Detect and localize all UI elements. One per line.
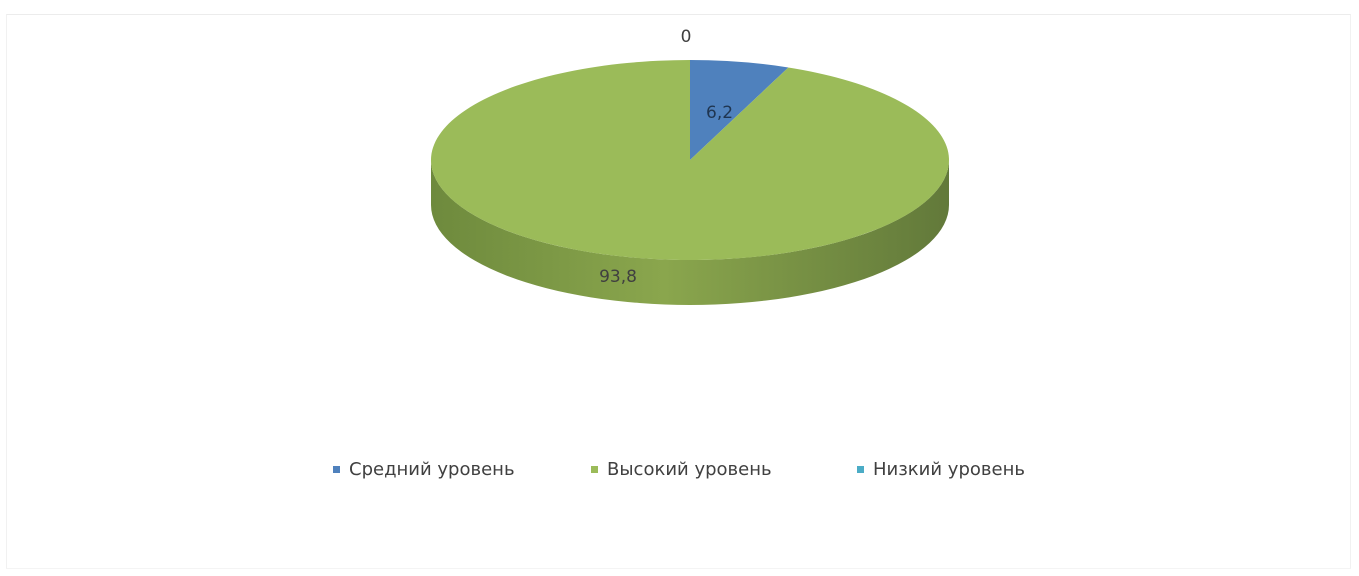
legend-label-low: Низкий уровень — [873, 459, 1025, 480]
data-label-high: 93,8 — [599, 267, 637, 287]
pie-side-wall — [431, 160, 949, 305]
pie-data-labels: 6,2 93,8 0 — [599, 27, 733, 287]
legend-swatch-high — [591, 466, 598, 473]
legend-item-medium: Средний уровень — [333, 459, 515, 480]
legend-swatch-medium — [333, 466, 340, 473]
legend-label-medium: Средний уровень — [349, 459, 515, 480]
data-label-low: 0 — [681, 27, 692, 47]
legend-item-low: Низкий уровень — [857, 459, 1025, 480]
legend-label-high: Высокий уровень — [607, 459, 772, 480]
legend-item-high: Высокий уровень — [591, 459, 772, 480]
legend: Средний уровень Высокий уровень Низкий у… — [0, 459, 1359, 485]
pie-top — [430, 60, 949, 260]
chart-area — [6, 14, 1351, 569]
legend-swatch-low — [857, 466, 864, 473]
pie-slice-medium — [690, 60, 789, 160]
pie-slice-high — [430, 60, 949, 260]
pie-side — [431, 160, 949, 305]
data-label-medium: 6,2 — [706, 103, 733, 123]
